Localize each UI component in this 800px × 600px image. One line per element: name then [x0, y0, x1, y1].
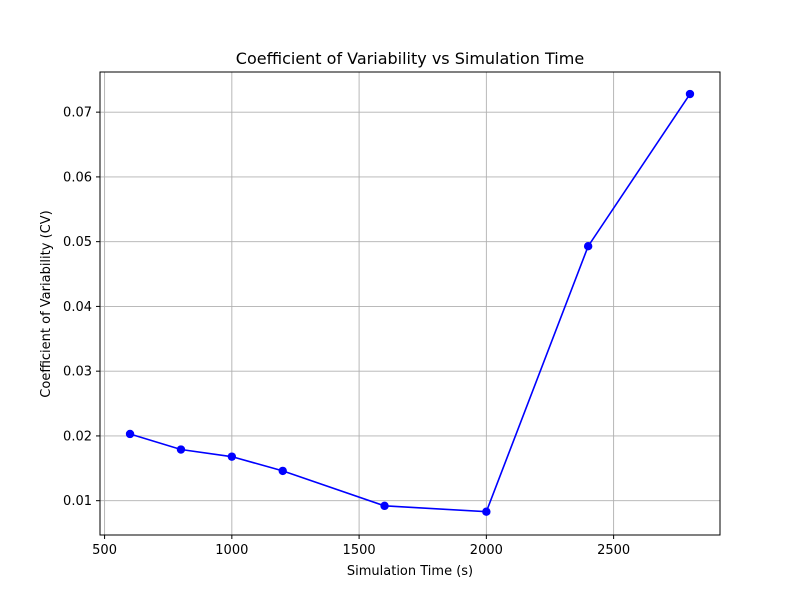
y-tick-label-2: 0.03	[63, 365, 92, 380]
data-point-0-4	[380, 501, 389, 511]
data-point-0-3	[278, 466, 287, 476]
data-point-0-5	[482, 507, 491, 516]
data-point-0-6	[583, 241, 593, 251]
x-tick-label-4: 2500	[597, 543, 630, 558]
plot-border	[99, 71, 721, 536]
y-tick-label-1: 0.02	[63, 429, 92, 444]
x-tick-label-1: 1000	[215, 543, 248, 558]
axes-frame	[99, 71, 721, 536]
x-tick-label-0: 500	[92, 543, 117, 558]
data-point-0-7	[685, 89, 695, 99]
y-tick-label-3: 0.04	[63, 300, 92, 315]
y-tick-label-0: 0.01	[63, 494, 92, 509]
data-point-0-0	[125, 429, 135, 439]
y-axis-label: Coefficient of Variability (CV)	[39, 210, 54, 397]
y-tick-label-6: 0.07	[63, 106, 92, 121]
series-layer	[125, 89, 695, 516]
data-point-0-2	[227, 452, 237, 461]
y-tick-label-5: 0.06	[63, 170, 92, 185]
grid-lines	[100, 72, 720, 535]
x-tick-label-3: 2000	[470, 543, 503, 558]
x-axis-label: Simulation Time (s)	[347, 564, 473, 579]
data-point-0-1	[176, 445, 186, 454]
y-tick-label-4: 0.05	[63, 235, 92, 250]
series-line-0	[129, 93, 691, 513]
ticks-layer: 500 1000 1500 2000 2500 0.01 0.02 0.03 0.04 0.05 0…	[63, 106, 630, 558]
x-tick-label-2: 1500	[343, 543, 376, 558]
chart-title: Coefficient of Variability vs Simulation…	[236, 49, 584, 68]
